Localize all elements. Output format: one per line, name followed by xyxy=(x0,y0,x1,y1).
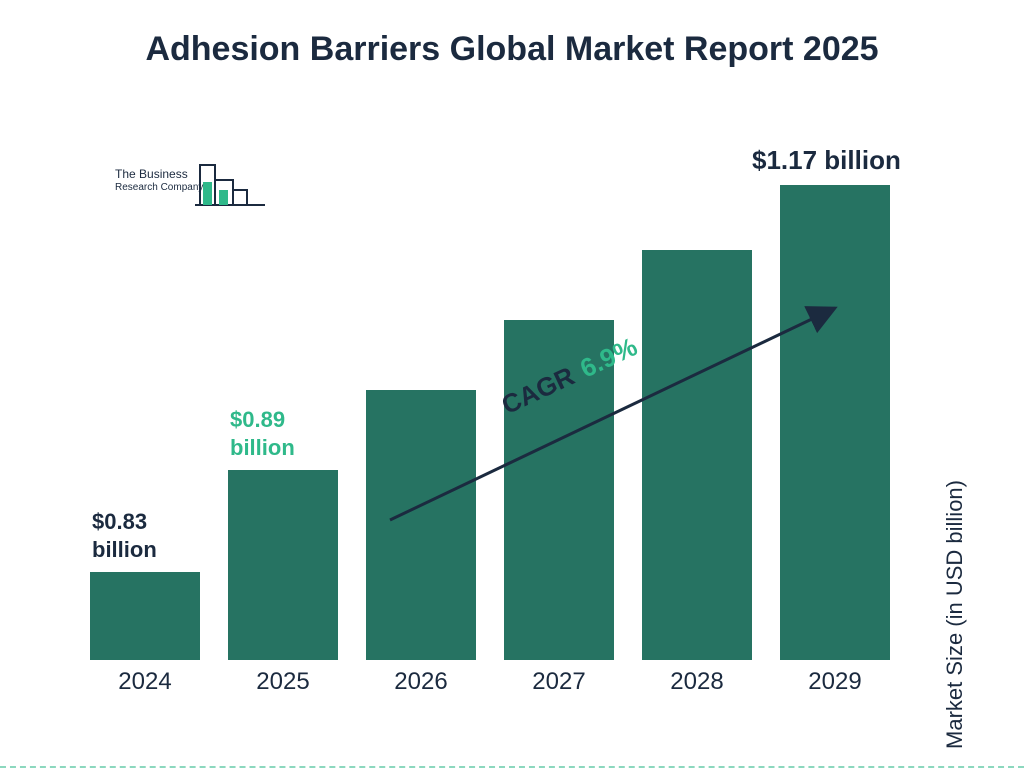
xlabel-2029: 2029 xyxy=(780,668,890,696)
xlabel-2027: 2027 xyxy=(504,668,614,696)
y-axis-label: Market Size (in USD billion) xyxy=(942,480,968,749)
xlabel-2024: 2024 xyxy=(90,668,200,696)
callout-second-unit: billion xyxy=(230,434,295,462)
xlabel-2025: 2025 xyxy=(228,668,338,696)
callout-first-val: $0.83 xyxy=(92,508,157,536)
callout-last: $1.17 billion xyxy=(752,145,901,176)
chart-area: CAGR6.9% $0.83 billion $0.89 billion $1.… xyxy=(90,140,950,700)
xlabel-2028: 2028 xyxy=(642,668,752,696)
callout-second: $0.89 billion xyxy=(230,406,295,461)
trend-arrow xyxy=(90,140,950,700)
callout-first: $0.83 billion xyxy=(92,508,157,563)
chart-title: Adhesion Barriers Global Market Report 2… xyxy=(0,28,1024,71)
xlabel-2026: 2026 xyxy=(366,668,476,696)
callout-second-val: $0.89 xyxy=(230,406,295,434)
callout-first-unit: billion xyxy=(92,536,157,564)
